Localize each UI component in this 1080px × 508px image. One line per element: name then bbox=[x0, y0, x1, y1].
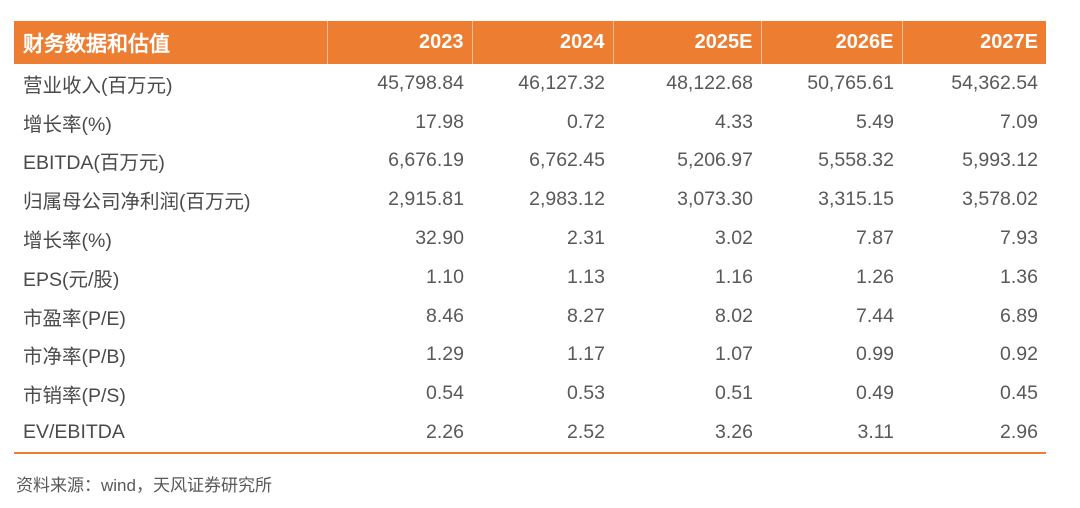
cell-value: 6,676.19 bbox=[327, 141, 472, 181]
cell-value: 7.44 bbox=[761, 296, 902, 336]
column-header-2027e: 2027E bbox=[901, 21, 1046, 64]
cell-value: 8.46 bbox=[327, 296, 472, 336]
cell-value: 48,122.68 bbox=[613, 64, 761, 103]
cell-value: 5,558.32 bbox=[761, 141, 902, 181]
cell-value: 8.02 bbox=[613, 296, 761, 336]
row-label: 增长率(%) bbox=[14, 102, 327, 142]
cell-value: 0.49 bbox=[761, 374, 902, 414]
cell-value: 0.72 bbox=[472, 102, 613, 142]
table-row: 增长率(%) 32.90 2.31 3.02 7.87 7.93 bbox=[14, 219, 1046, 258]
column-header-2023: 2023 bbox=[326, 21, 472, 64]
table-row: 市净率(P/B) 1.29 1.17 1.07 0.99 0.92 bbox=[14, 335, 1046, 375]
cell-value: 3,578.02 bbox=[902, 180, 1046, 220]
table-header-row: 财务数据和估值 2023 2024 2025E 2026E 2027E bbox=[14, 21, 1046, 64]
cell-value: 5,206.97 bbox=[613, 141, 761, 181]
cell-value: 1.16 bbox=[613, 257, 761, 297]
table-row: 增长率(%) 17.98 0.72 4.33 5.49 7.09 bbox=[14, 102, 1046, 142]
table-row: EBITDA(百万元) 6,676.19 6,762.45 5,206.97 5,558… bbox=[14, 141, 1046, 181]
table-row: 营业收入(百万元) 45,798.84 46,127.32 48,122.68 50,7… bbox=[14, 64, 1046, 103]
cell-value: 54,362.54 bbox=[902, 64, 1046, 103]
cell-value: 7.87 bbox=[761, 219, 902, 258]
table-row: 市销率(P/S) 0.54 0.53 0.51 0.49 0.45 bbox=[14, 374, 1046, 414]
row-label: 营业收入(百万元) bbox=[14, 64, 327, 103]
row-label: 市净率(P/B) bbox=[14, 335, 327, 375]
cell-value: 3,315.15 bbox=[761, 180, 902, 220]
cell-value: 2.52 bbox=[472, 413, 613, 453]
source-note: 资料来源：wind，天风证券研究所 bbox=[16, 476, 272, 495]
cell-value: 7.93 bbox=[902, 219, 1046, 258]
table-row: EV/EBITDA 2.26 2.52 3.26 3.11 2.96 bbox=[14, 413, 1046, 453]
cell-value: 1.29 bbox=[327, 335, 472, 375]
cell-value: 1.36 bbox=[902, 257, 1046, 297]
row-label: EPS(元/股) bbox=[14, 257, 327, 297]
cell-value: 5.49 bbox=[761, 102, 902, 142]
cell-value: 0.53 bbox=[472, 374, 613, 414]
cell-value: 0.45 bbox=[902, 374, 1046, 414]
cell-value: 3.26 bbox=[613, 413, 761, 453]
cell-value: 32.90 bbox=[327, 219, 472, 258]
row-label: EBITDA(百万元) bbox=[14, 141, 327, 181]
cell-value: 2.26 bbox=[327, 413, 472, 453]
cell-value: 0.51 bbox=[613, 374, 761, 414]
cell-value: 45,798.84 bbox=[327, 64, 472, 103]
table-row: 市盈率(P/E) 8.46 8.27 8.02 7.44 6.89 bbox=[14, 296, 1046, 336]
cell-value: 1.26 bbox=[761, 257, 902, 297]
cell-value: 2.31 bbox=[472, 219, 613, 258]
table-row: 归属母公司净利润(百万元) 2,915.81 2,983.12 3,073.30 3,3… bbox=[14, 180, 1046, 220]
cell-value: 7.09 bbox=[902, 102, 1046, 142]
cell-value: 2.96 bbox=[902, 413, 1046, 453]
cell-value: 3.11 bbox=[761, 413, 902, 453]
cell-value: 1.07 bbox=[613, 335, 761, 375]
column-header-2026e: 2026E bbox=[760, 21, 902, 64]
table-row: EPS(元/股) 1.10 1.13 1.16 1.26 1.36 bbox=[14, 257, 1046, 297]
cell-value: 2,983.12 bbox=[472, 180, 613, 220]
cell-value: 17.98 bbox=[327, 102, 472, 142]
row-label: 增长率(%) bbox=[14, 219, 327, 258]
cell-value: 3,073.30 bbox=[613, 180, 761, 220]
row-label: 归属母公司净利润(百万元) bbox=[14, 180, 327, 220]
column-header-2024: 2024 bbox=[471, 21, 613, 64]
cell-value: 1.13 bbox=[472, 257, 613, 297]
row-label: 市盈率(P/E) bbox=[14, 296, 327, 336]
row-label: 市销率(P/S) bbox=[14, 374, 327, 414]
financial-data-table: 财务数据和估值 2023 2024 2025E 2026E 2027E 营业收入(百万元… bbox=[14, 21, 1046, 454]
cell-value: 0.92 bbox=[902, 335, 1046, 375]
cell-value: 2,915.81 bbox=[327, 180, 472, 220]
table-title: 财务数据和估值 bbox=[14, 21, 327, 64]
cell-value: 6.89 bbox=[902, 296, 1046, 336]
column-header-2025e: 2025E bbox=[612, 21, 761, 64]
cell-value: 1.10 bbox=[327, 257, 472, 297]
cell-value: 50,765.61 bbox=[761, 64, 902, 103]
cell-value: 1.17 bbox=[472, 335, 613, 375]
row-label: EV/EBITDA bbox=[14, 413, 327, 453]
cell-value: 0.99 bbox=[761, 335, 902, 375]
cell-value: 3.02 bbox=[613, 219, 761, 258]
cell-value: 8.27 bbox=[472, 296, 613, 336]
cell-value: 46,127.32 bbox=[472, 64, 613, 103]
cell-value: 5,993.12 bbox=[902, 141, 1046, 181]
cell-value: 4.33 bbox=[613, 102, 761, 142]
cell-value: 6,762.45 bbox=[472, 141, 613, 181]
cell-value: 0.54 bbox=[327, 374, 472, 414]
table-body: 营业收入(百万元) 45,798.84 46,127.32 48,122.68 50,7… bbox=[14, 64, 1046, 453]
